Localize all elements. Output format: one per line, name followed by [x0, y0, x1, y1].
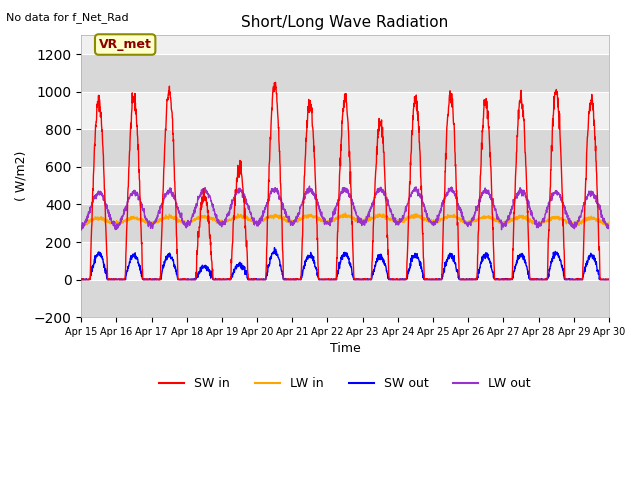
Y-axis label: ( W/m2): ( W/m2)	[15, 151, 28, 202]
Bar	[81, 167, 609, 204]
Title: Short/Long Wave Radiation: Short/Long Wave Radiation	[241, 15, 449, 30]
X-axis label: Time: Time	[330, 342, 360, 356]
Bar	[81, 279, 609, 317]
Bar	[81, 242, 609, 279]
Bar	[81, 129, 609, 167]
Legend: SW in, LW in, SW out, LW out: SW in, LW in, SW out, LW out	[154, 372, 536, 396]
Bar	[81, 36, 609, 54]
Text: VR_met: VR_met	[99, 38, 152, 51]
Bar	[81, 92, 609, 129]
Bar	[81, 204, 609, 242]
Bar	[81, 54, 609, 92]
Text: No data for f_Net_Rad: No data for f_Net_Rad	[6, 12, 129, 23]
